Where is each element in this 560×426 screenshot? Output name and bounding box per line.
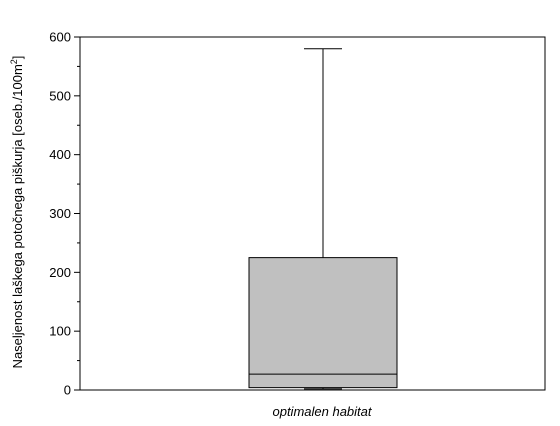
- y-tick-label: 600: [49, 30, 71, 45]
- y-tick-label: 200: [49, 265, 71, 280]
- y-tick-label: 400: [49, 147, 71, 162]
- y-tick-label: 0: [64, 383, 71, 398]
- y-axis-label-main: Naseljenost laškega potočnega piškurja […: [10, 64, 25, 368]
- y-axis-label-superscript: 2: [9, 59, 19, 64]
- box-layer: [248, 48, 398, 390]
- y-tick-label: 100: [49, 324, 71, 339]
- y-tick-label: 500: [49, 88, 71, 103]
- y-tick-label: 300: [49, 206, 71, 221]
- y-axis-label: Naseljenost laškega potočnega piškurja […: [9, 56, 25, 369]
- y-axis-label-end: ]: [10, 56, 25, 60]
- x-category-label: optimalen habitat: [272, 404, 372, 419]
- box-iqr: [248, 257, 398, 389]
- axis-layer: 0 100 200 300 400 500 600: [49, 30, 80, 398]
